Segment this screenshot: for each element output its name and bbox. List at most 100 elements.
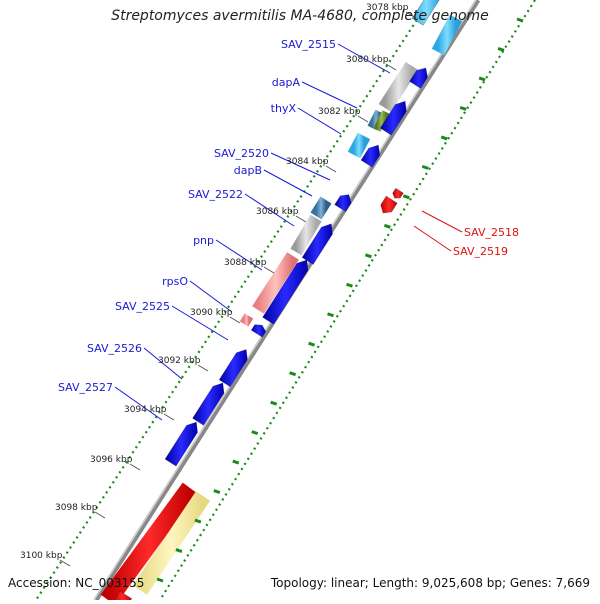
tick-mark [289, 371, 297, 377]
tick-label: 3100 kbp [20, 551, 63, 561]
gene-label-forward: SAV_2527 [58, 381, 113, 394]
gene-label-forward: dapA [272, 76, 301, 89]
gene-label-leader [244, 193, 295, 227]
tick-label: 3090 kbp [190, 308, 233, 318]
gene-labels: 3078 kbp 3080 kbp 3082 kbp 3084 kbp 3086 kbp… [20, 3, 519, 561]
gene-label-forward: SAV_2522 [188, 188, 243, 201]
accession-text: Accession: NC_003155 [8, 576, 145, 590]
tick-label-leader [229, 316, 241, 324]
gene-bar-sav2514 [431, 14, 463, 56]
tick-mark [364, 253, 372, 259]
forward-gene-arrow-9 [192, 382, 225, 426]
gene-bar-sav2522 [290, 214, 322, 256]
tick-label-leader [59, 559, 71, 567]
right-tick-track [159, 0, 536, 601]
gene-label-leader [270, 152, 331, 181]
tick-label-leader [263, 266, 275, 274]
tick-mark [232, 459, 240, 465]
tick-mark [497, 47, 505, 52]
tick-label-leader [163, 413, 175, 421]
forward-gene-arrow-7 [250, 324, 267, 338]
gene-label-forward: SAV_2515 [281, 38, 336, 51]
tick-mark [213, 489, 221, 495]
forward-gene-arrow-6 [262, 259, 309, 325]
tick-mark [383, 223, 391, 229]
gene-label-leader [189, 280, 233, 313]
tick-label: 3088 kbp [224, 258, 267, 268]
tick-mark [308, 341, 316, 347]
forward-gene-arrow-1 [409, 67, 428, 89]
tick-label: 3080 kbp [346, 55, 389, 65]
tick-mark [270, 400, 278, 406]
gene-label-leader [421, 210, 463, 233]
forward-gene-arrow-4 [334, 194, 352, 213]
gene-label-forward: dapB [234, 164, 262, 177]
tick-label: 3092 kbp [158, 356, 201, 366]
tick-label-leader [405, 11, 417, 19]
gene-label-reverse: SAV_2518 [464, 226, 519, 239]
forward-gene-arrow-10 [164, 421, 198, 467]
tick-label: 3098 kbp [55, 503, 98, 513]
reverse-gene-arrow-sav2518 [380, 195, 398, 214]
gene-bar-sav2515 [378, 61, 419, 113]
tick-mark [516, 17, 524, 23]
tick-mark [421, 164, 429, 170]
gene-label-leader [215, 239, 263, 271]
tick-marks [156, 17, 524, 583]
gene-features [100, 0, 463, 604]
tick-label: 3086 kbp [256, 207, 299, 217]
tick-label: 3082 kbp [318, 107, 361, 117]
forward-gene-arrow-3 [360, 144, 381, 168]
tick-mark [440, 135, 448, 141]
gene-label-leader [263, 169, 313, 197]
tick-mark [459, 105, 467, 111]
tick-label: 3078 kbp [366, 3, 409, 13]
tick-label-leader [385, 63, 397, 71]
gene-bar-thyX [347, 132, 371, 159]
label-leader-lines [59, 11, 463, 567]
gene-bar-pseudo [132, 491, 211, 595]
gene-label-forward: SAV_2526 [87, 342, 142, 355]
forward-gene-arrow-2 [379, 100, 407, 136]
tick-mark [402, 194, 410, 200]
gene-bar-pnp [252, 252, 299, 314]
tick-mark [251, 430, 259, 436]
tick-label: 3096 kbp [90, 455, 133, 465]
forward-gene-arrow-8 [218, 349, 248, 388]
tick-label-leader [94, 511, 106, 519]
gene-bar-dapA-2 [373, 110, 390, 132]
tick-mark [327, 312, 335, 318]
tick-mark [478, 76, 486, 82]
gene-label-forward: SAV_2525 [115, 300, 170, 313]
gene-bar-dapA [367, 109, 385, 131]
tick-mark [175, 548, 183, 553]
map-title: Streptomyces avermitilis MA-4680, comple… [111, 8, 489, 24]
tick-mark [156, 577, 164, 583]
gene-bar-rpsO [239, 313, 254, 327]
gene-label-leader [337, 43, 391, 74]
gene-label-leader [114, 386, 163, 421]
tick-mark [345, 282, 353, 288]
gene-label-reverse: SAV_2519 [453, 245, 508, 258]
gene-label-forward: rpsO [162, 275, 188, 288]
gene-label-forward: SAV_2520 [214, 147, 269, 160]
tick-label-leader [197, 364, 209, 372]
gene-label-forward: thyX [271, 102, 297, 115]
forward-gene-arrow-top [411, 0, 440, 26]
gene-label-leader [143, 347, 183, 380]
gene-bar-dapB [310, 196, 332, 220]
tick-label: 3084 kbp [286, 157, 329, 167]
gene-label-forward: pnp [193, 234, 214, 247]
topology-text: Topology: linear; Length: 9,025,608 bp; … [270, 576, 590, 590]
gene-label-leader [171, 305, 229, 341]
reverse-gene-arrow-sav2519 [392, 187, 404, 199]
gene-label-leader [413, 225, 452, 252]
gene-label-leader [301, 81, 358, 109]
gene-bar-reverse-large [100, 482, 198, 604]
forward-gene-arrow-5 [301, 223, 333, 265]
gene-label-leader [297, 107, 342, 135]
tick-label-leader [357, 115, 369, 123]
tick-label-leader [129, 463, 141, 471]
